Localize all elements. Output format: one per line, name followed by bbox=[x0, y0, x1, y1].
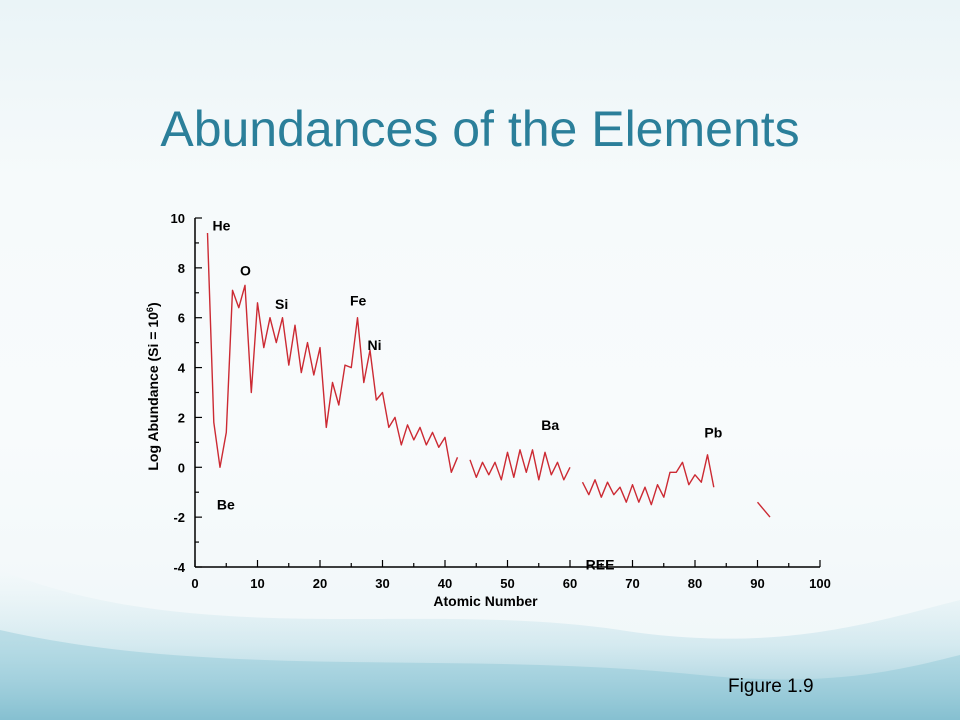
slide-title: Abundances of the Elements bbox=[160, 101, 800, 157]
y-tick-label: -2 bbox=[173, 510, 185, 525]
element-annotation: He bbox=[213, 217, 231, 233]
x-tick-label: 50 bbox=[500, 576, 514, 591]
element-annotation: Si bbox=[275, 296, 288, 312]
x-tick-label: 40 bbox=[438, 576, 452, 591]
y-tick-label: 0 bbox=[178, 460, 185, 475]
y-tick-label: 6 bbox=[178, 311, 185, 326]
series-line-segment bbox=[756, 501, 771, 518]
x-axis-label: Atomic Number bbox=[433, 593, 538, 609]
figure-label: Figure 1.9 bbox=[728, 676, 814, 697]
x-tick-label: 30 bbox=[375, 576, 389, 591]
y-tick-label: 2 bbox=[178, 410, 185, 425]
element-annotation: Pb bbox=[704, 424, 722, 440]
chart-series bbox=[206, 232, 771, 518]
y-tick-label: -4 bbox=[173, 560, 185, 575]
x-tick-label: 100 bbox=[809, 576, 831, 591]
series-line-segment bbox=[469, 449, 571, 481]
y-tick-label: 8 bbox=[178, 261, 185, 276]
element-annotation: Fe bbox=[350, 292, 367, 308]
chart-annotations: He O Si Fe Ni Be Ba Pb REE bbox=[213, 217, 723, 572]
y-tick-label: 4 bbox=[178, 361, 186, 376]
series-line-segment bbox=[206, 232, 459, 473]
series-line-segment bbox=[581, 454, 715, 506]
x-tick-label: 70 bbox=[625, 576, 639, 591]
x-tick-label: 80 bbox=[688, 576, 702, 591]
x-tick-label: 90 bbox=[750, 576, 764, 591]
y-axis-label: Log Abundance (Si = 106) bbox=[145, 302, 161, 470]
element-annotation: Be bbox=[217, 497, 235, 513]
background-wave bbox=[0, 570, 960, 720]
x-tick-label: 20 bbox=[313, 576, 327, 591]
y-tick-label: 10 bbox=[171, 211, 185, 226]
x-tick-label: 0 bbox=[191, 576, 198, 591]
element-annotation: Ni bbox=[368, 337, 382, 353]
element-annotation: Ba bbox=[541, 417, 559, 433]
x-tick-label: 60 bbox=[563, 576, 577, 591]
element-annotation: O bbox=[240, 262, 251, 278]
element-annotation: REE bbox=[586, 556, 615, 572]
x-tick-label: 10 bbox=[250, 576, 264, 591]
chart-axis-labels: Atomic Number Log Abundance (Si = 106) bbox=[145, 302, 538, 609]
